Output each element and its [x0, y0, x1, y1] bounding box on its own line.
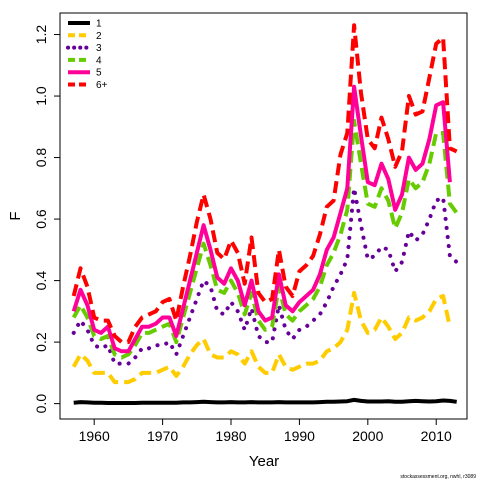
x-tick-label: 1970 [147, 428, 178, 444]
y-tick-label: 0.0 [33, 394, 49, 414]
y-tick-label: 1.2 [33, 25, 49, 45]
series-line-1 [73, 397, 457, 405]
x-tick-label: 2000 [352, 428, 383, 444]
legend-label-2: 2 [96, 31, 102, 42]
series-line-5 [71, 84, 452, 354]
axes-layer: 1960 1970 1980 1990 2000 2010 0.0 0.2 0.4 0.6 0.8 1… [33, 12, 468, 444]
series-line-3 [71, 186, 459, 366]
legend-label-3: 3 [96, 43, 102, 54]
plot-frame [59, 12, 468, 420]
y-tick-label: 1.0 [33, 86, 49, 106]
footnote: stockassessment.org, nwhl, r3089 [400, 474, 476, 480]
y-tick-label: 0.2 [33, 332, 49, 352]
series-line-6 [71, 23, 458, 345]
y-tick-label: 0.8 [33, 148, 49, 168]
series-line-2 [71, 290, 452, 385]
y-tick-label: 0.4 [33, 271, 49, 291]
series-line-4 [71, 118, 459, 360]
x-axis-label: Year [249, 453, 279, 470]
x-tick-label: 1960 [79, 428, 110, 444]
x-tick-label: 2010 [421, 428, 452, 444]
y-tick-label: 0.6 [33, 209, 49, 229]
legend-label-6: 6+ [96, 80, 108, 91]
legend-label-1: 1 [96, 19, 102, 30]
legend-label-5: 5 [96, 68, 102, 79]
y-axis-label: F [7, 211, 24, 220]
series-layer [71, 23, 459, 405]
x-tick-label: 1990 [284, 428, 315, 444]
legend-label-4: 4 [96, 55, 102, 66]
x-tick-label: 1980 [215, 428, 246, 444]
